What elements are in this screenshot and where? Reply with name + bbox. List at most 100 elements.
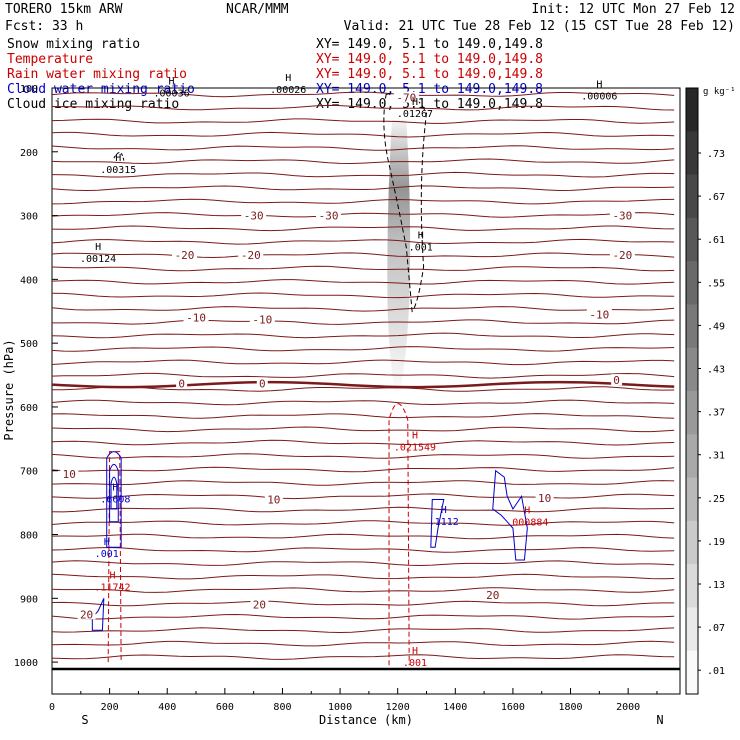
colorbar-band [686, 217, 698, 262]
isotherm-label-bg [393, 91, 419, 103]
isotherm-label-bg [172, 249, 198, 261]
isotherm-label: -10 [589, 308, 609, 321]
model-name: TORERO 15km ARW [5, 2, 123, 17]
isotherm-label: 20 [253, 599, 266, 612]
isotherm-label-bg [609, 209, 635, 221]
isotherm [51, 493, 675, 500]
isotherm [51, 158, 675, 165]
maximum-value: .00124 [80, 254, 116, 265]
field-xy: XY= 149.0, 5.1 to 149.0,149.8 [316, 37, 543, 52]
field-name: Cloud ice mixing ratio [7, 97, 179, 112]
colorbar-band [686, 347, 698, 392]
isotherm-label: -20 [241, 249, 261, 262]
isotherm-label: 20 [80, 608, 93, 621]
isotherm-label: 20 [486, 589, 499, 602]
cloud-contour [91, 598, 105, 631]
y-tick-label: 400 [20, 275, 38, 286]
y-tick-label: 100 [20, 84, 38, 95]
maximum-value: .00036 [153, 88, 189, 99]
maximum-marker: H [441, 505, 447, 516]
x-tick-label: 200 [101, 702, 119, 713]
maximum-value: .001 [95, 549, 119, 560]
isotherm-label-bg [250, 598, 269, 610]
field-xy: XY= 149.0, 5.1 to 149.0,149.8 [316, 52, 543, 67]
maximum-value: .00026 [270, 85, 306, 96]
isotherm-label: 0 [259, 377, 266, 390]
valid-time: Valid: 21 UTC Tue 28 Feb 12 (15 CST Tue … [344, 19, 735, 34]
field-name: Temperature [7, 52, 93, 67]
org-name: NCAR/MMM [226, 2, 289, 17]
maximum-value: .6608 [100, 495, 130, 506]
isotherm-label-bg [586, 308, 612, 320]
maximum-marker: H [169, 76, 175, 87]
field-name: Snow mixing ratio [7, 37, 140, 52]
colorbar-band [686, 174, 698, 219]
colorbar-label: .49 [707, 321, 725, 332]
colorbar-label: .25 [707, 494, 725, 505]
x-tick-label: 2000 [616, 702, 640, 713]
colorbar-label: .73 [707, 149, 725, 160]
cloud-contour [492, 469, 528, 561]
isotherm [52, 319, 675, 325]
freezing-level [51, 380, 675, 389]
rain-contour-south [107, 451, 122, 663]
x-tick-label: 0 [49, 702, 55, 713]
isotherm [51, 225, 675, 232]
isotherm-label: -30 [612, 210, 632, 223]
field-xy: XY= 149.0, 5.1 to 149.0,149.8 [316, 67, 543, 82]
isotherm [51, 279, 675, 285]
colorbar-band [686, 607, 698, 652]
isotherm-label: 0 [178, 377, 185, 390]
isotherm-label: 10 [63, 468, 76, 481]
isotherm-label: 10 [267, 493, 280, 506]
colorbar: g kg⁻¹ .73 .67 .61 .55 .49 .43 .37 .31 .25 .19 .13.… [685, 87, 736, 695]
colorbar-band [686, 650, 698, 695]
isotherm-label: -20 [612, 249, 632, 262]
isotherm [51, 627, 675, 634]
colorbar-band [686, 261, 698, 305]
isotherm [51, 426, 675, 433]
maximum-marker: H [115, 153, 121, 164]
plot-frame [51, 87, 681, 695]
colorbar-frame [685, 87, 699, 695]
south-label: S [81, 713, 88, 727]
maximum-value: .00315 [100, 165, 136, 176]
y-tick-label: 200 [20, 148, 38, 159]
maximum-value: .11742 [94, 583, 130, 594]
colorbar-band [686, 434, 698, 479]
temperature-contours [51, 91, 675, 660]
colorbar-label: .61 [707, 235, 725, 246]
isotherm [51, 252, 675, 259]
maximum-marker: H [412, 646, 418, 657]
maximum-marker: H [109, 571, 115, 582]
maximum-value: .001 [403, 658, 427, 669]
maximum-marker: H [412, 97, 418, 108]
maximum-marker: H [524, 506, 530, 517]
isotherm-label-bg [183, 311, 209, 323]
isotherm [51, 506, 675, 513]
x-tick-label: 1600 [501, 702, 525, 713]
axes: Pressure (hPa) Distance (km) S N 0 200 400… [2, 84, 664, 727]
field-xy: XY= 149.0, 5.1 to 149.0,149.8 [316, 82, 543, 97]
y-axis-label: Pressure (hPa) [2, 339, 16, 440]
isotherm-label: -10 [252, 314, 272, 327]
isotherm-label-bg [249, 313, 275, 325]
isotherm [51, 640, 675, 647]
y-tick-label: 800 [20, 531, 38, 542]
isotherm [51, 480, 675, 486]
isotherm-label-bg [316, 209, 342, 221]
colorbar-label: .55 [707, 278, 725, 289]
isotherm [51, 654, 675, 660]
isotherm [52, 386, 675, 392]
north-label: N [656, 713, 663, 727]
colorbar-band [686, 131, 698, 176]
maximum-value: .001 [409, 243, 433, 254]
isotherm [51, 413, 675, 419]
x-axis-label: Distance (km) [319, 713, 413, 727]
x-tick-label: 1000 [328, 702, 352, 713]
isotherm-label-bg [611, 374, 623, 386]
y-tick-label: 600 [20, 403, 38, 414]
isotherm [51, 439, 675, 446]
colorbar-band [686, 564, 698, 608]
